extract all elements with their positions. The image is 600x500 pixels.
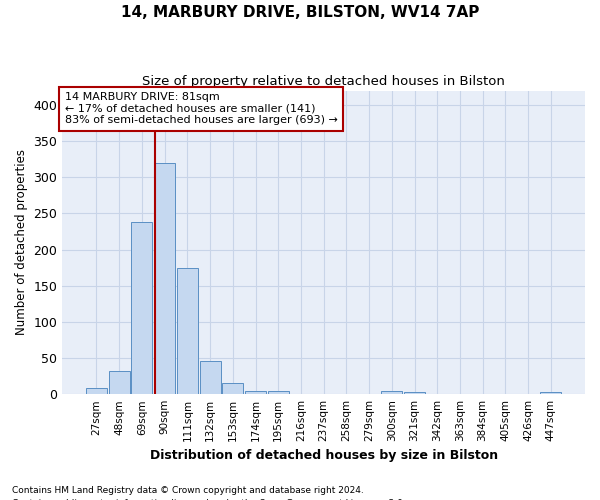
Title: Size of property relative to detached houses in Bilston: Size of property relative to detached ho…	[142, 75, 505, 88]
Text: 14 MARBURY DRIVE: 81sqm
← 17% of detached houses are smaller (141)
83% of semi-d: 14 MARBURY DRIVE: 81sqm ← 17% of detache…	[65, 92, 338, 126]
Text: 14, MARBURY DRIVE, BILSTON, WV14 7AP: 14, MARBURY DRIVE, BILSTON, WV14 7AP	[121, 5, 479, 20]
Bar	[223, 384, 243, 394]
Bar	[245, 390, 266, 394]
Bar	[154, 163, 175, 394]
Bar	[541, 392, 561, 394]
Bar	[200, 361, 221, 394]
Bar	[86, 388, 107, 394]
Y-axis label: Number of detached properties: Number of detached properties	[15, 150, 28, 336]
Bar	[177, 268, 198, 394]
Bar	[268, 390, 289, 394]
Text: Contains public sector information licensed under the Open Government Licence v3: Contains public sector information licen…	[12, 498, 406, 500]
Text: Contains HM Land Registry data © Crown copyright and database right 2024.: Contains HM Land Registry data © Crown c…	[12, 486, 364, 495]
Bar	[109, 371, 130, 394]
Bar	[382, 390, 402, 394]
Bar	[131, 222, 152, 394]
Bar	[404, 392, 425, 394]
X-axis label: Distribution of detached houses by size in Bilston: Distribution of detached houses by size …	[149, 450, 498, 462]
